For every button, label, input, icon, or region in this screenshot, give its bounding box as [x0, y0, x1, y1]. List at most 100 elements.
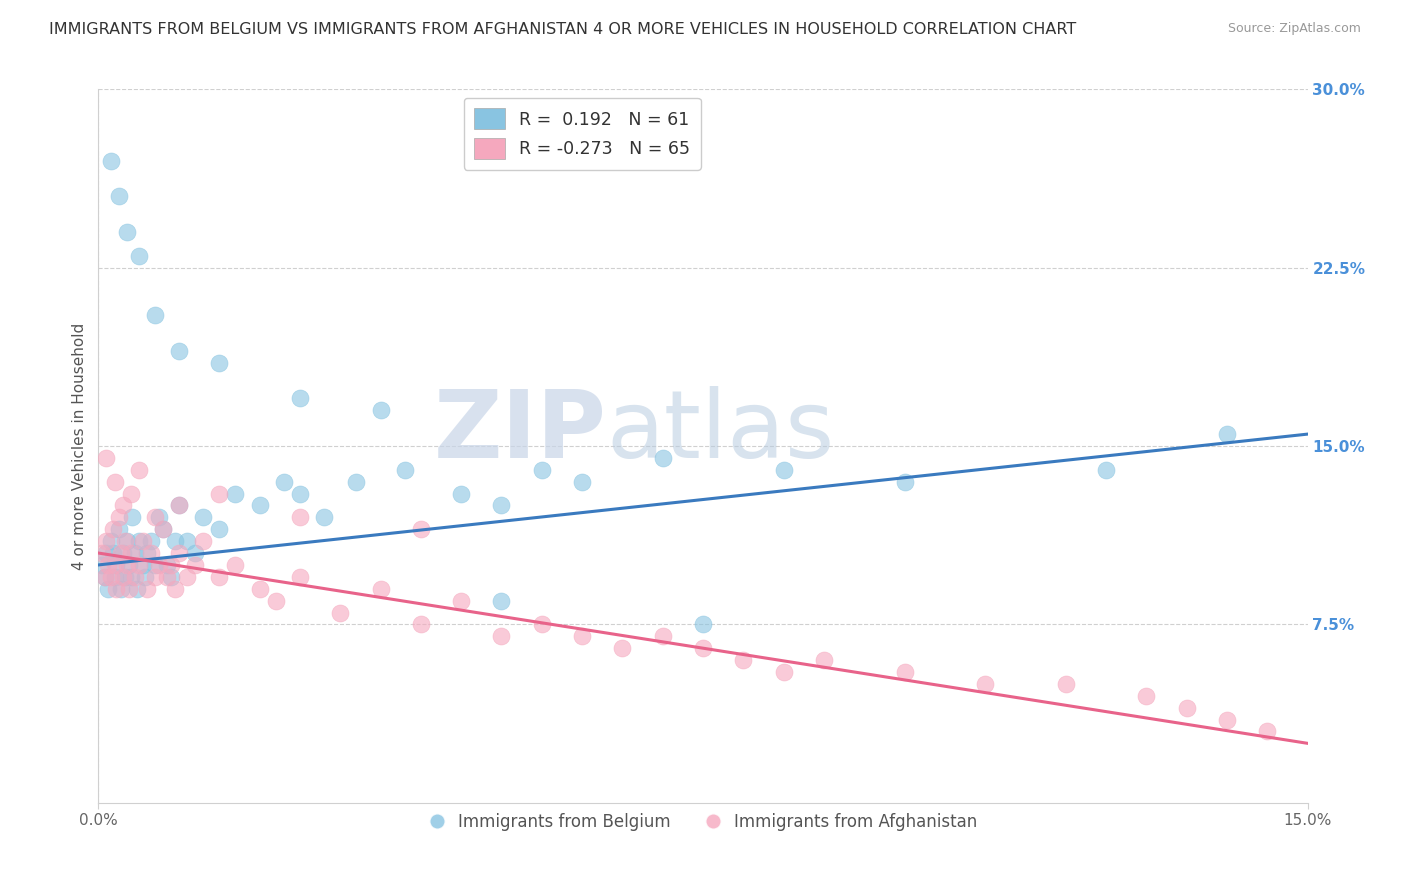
Point: [370, 582, 392, 596]
Point: [530, 463, 553, 477]
Point: [124, 546, 146, 560]
Point: [152, 522, 174, 536]
Point: [167, 546, 190, 560]
Point: [772, 463, 794, 477]
Text: IMMIGRANTS FROM BELGIUM VS IMMIGRANTS FROM AFGHANISTAN 4 OR MORE VEHICLES IN HOU: IMMIGRANTS FROM BELGIUM VS IMMIGRANTS FR…: [49, 22, 1077, 37]
Point: [409, 522, 432, 536]
Point: [491, 499, 513, 513]
Point: [118, 558, 141, 572]
Point: [208, 570, 231, 584]
Point: [143, 570, 166, 584]
Point: [105, 558, 128, 572]
Point: [110, 582, 132, 596]
Point: [1216, 427, 1239, 442]
Point: [115, 225, 138, 239]
Text: atlas: atlas: [606, 385, 835, 478]
Point: [1216, 713, 1239, 727]
Point: [208, 522, 231, 536]
Point: [163, 582, 186, 596]
Point: [128, 463, 150, 477]
Point: [103, 475, 125, 489]
Point: [288, 510, 311, 524]
Point: [1095, 463, 1118, 477]
Point: [100, 570, 122, 584]
Point: [107, 522, 129, 536]
Point: [264, 593, 287, 607]
Point: [893, 665, 915, 679]
Point: [249, 499, 271, 513]
Point: [491, 629, 513, 643]
Point: [571, 629, 593, 643]
Point: [96, 534, 118, 549]
Point: [105, 582, 128, 596]
Y-axis label: 4 or more Vehicles in Household: 4 or more Vehicles in Household: [72, 322, 87, 570]
Point: [249, 582, 271, 596]
Point: [184, 558, 207, 572]
Point: [612, 641, 634, 656]
Point: [156, 570, 179, 584]
Point: [101, 546, 124, 560]
Point: [127, 582, 149, 596]
Point: [160, 558, 183, 572]
Point: [893, 475, 915, 489]
Point: [135, 582, 157, 596]
Point: [273, 475, 295, 489]
Point: [409, 617, 432, 632]
Point: [115, 558, 138, 572]
Point: [491, 593, 513, 607]
Point: [571, 475, 593, 489]
Point: [101, 522, 124, 536]
Point: [167, 499, 190, 513]
Point: [344, 475, 367, 489]
Point: [288, 392, 311, 406]
Point: [121, 510, 143, 524]
Point: [97, 582, 120, 596]
Point: [132, 534, 155, 549]
Point: [110, 546, 132, 560]
Point: [114, 570, 136, 584]
Point: [103, 558, 125, 572]
Point: [530, 617, 553, 632]
Point: [1256, 724, 1278, 739]
Point: [167, 343, 190, 358]
Point: [1175, 700, 1198, 714]
Point: [128, 558, 150, 572]
Point: [651, 629, 673, 643]
Point: [692, 641, 714, 656]
Point: [193, 534, 215, 549]
Point: [132, 558, 155, 572]
Point: [1054, 677, 1077, 691]
Point: [107, 189, 129, 203]
Text: ZIP: ZIP: [433, 385, 606, 478]
Point: [134, 570, 156, 584]
Point: [96, 546, 118, 560]
Point: [120, 486, 142, 500]
Point: [163, 534, 186, 549]
Legend: Immigrants from Belgium, Immigrants from Afghanistan: Immigrants from Belgium, Immigrants from…: [422, 806, 984, 838]
Point: [288, 486, 311, 500]
Point: [111, 499, 134, 513]
Point: [148, 558, 170, 572]
Point: [135, 546, 157, 560]
Point: [120, 546, 142, 560]
Point: [176, 570, 198, 584]
Point: [193, 510, 215, 524]
Point: [107, 510, 129, 524]
Point: [184, 546, 207, 560]
Point: [94, 570, 117, 584]
Point: [111, 570, 134, 584]
Point: [224, 558, 246, 572]
Point: [97, 558, 120, 572]
Point: [224, 486, 246, 500]
Point: [1135, 689, 1157, 703]
Point: [96, 450, 118, 465]
Point: [100, 153, 122, 168]
Point: [160, 570, 183, 584]
Point: [114, 534, 136, 549]
Point: [450, 486, 472, 500]
Point: [143, 308, 166, 322]
Point: [288, 570, 311, 584]
Point: [148, 510, 170, 524]
Point: [156, 558, 179, 572]
Point: [100, 534, 122, 549]
